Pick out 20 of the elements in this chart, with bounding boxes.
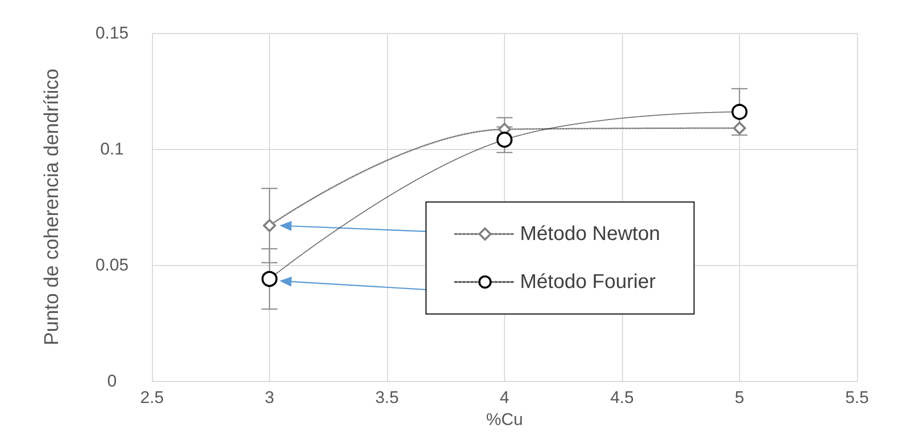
point — [262, 270, 278, 287]
point — [263, 219, 276, 232]
y-tick-label: 0 — [107, 372, 117, 390]
x-tick-label: 4.5 — [610, 388, 634, 407]
x-tick-label: 5 — [734, 388, 744, 407]
x-axis-title: %Cu — [486, 410, 523, 429]
x-tick-label: 3 — [264, 388, 274, 407]
legend-label: Método Fourier — [520, 271, 656, 293]
point — [733, 122, 746, 135]
legend-label: Método Newton — [520, 223, 660, 245]
y-tick-label: 0.1 — [100, 140, 124, 158]
x-tick-label: 4 — [500, 388, 510, 407]
x-tick-label: 5.5 — [845, 388, 869, 407]
point — [496, 132, 512, 148]
x-tick-label: 2.5 — [140, 388, 164, 407]
y-axis-title: Punto de coherencia dendrítico — [41, 68, 63, 346]
y-tick-label: 0.15 — [95, 24, 129, 42]
y-tick-label: 0.05 — [95, 256, 129, 274]
point — [732, 104, 748, 120]
x-tick-label: 3.5 — [375, 388, 399, 407]
